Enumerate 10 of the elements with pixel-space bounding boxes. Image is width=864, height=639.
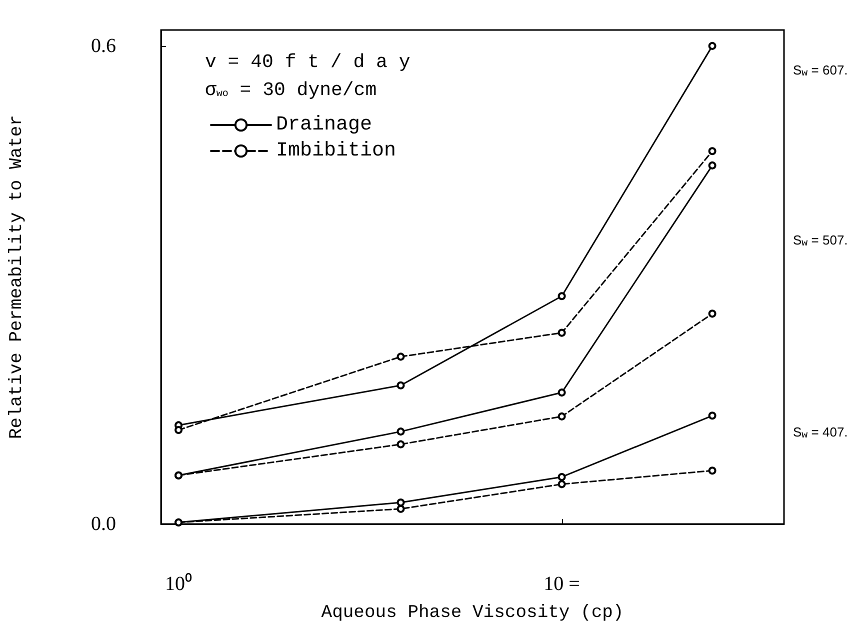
y-tick-label: 0.0 xyxy=(91,513,116,535)
annotation: σwo = 30 dyne/cm xyxy=(205,79,377,101)
legend-label: Imbibition xyxy=(276,140,396,162)
y-axis-title: Relative Permeability to Water xyxy=(7,114,27,440)
x-tick-label: 10⁰ xyxy=(165,572,192,595)
annotation: v = 40 f t / d a y xyxy=(205,51,410,73)
x-tick-label: 10 = xyxy=(544,573,580,595)
legend-label: Drainage xyxy=(276,114,372,136)
x-axis-title: Aqueous Phase Viscosity (cp) xyxy=(321,603,624,623)
y-tick-label: 0.6 xyxy=(91,34,116,57)
